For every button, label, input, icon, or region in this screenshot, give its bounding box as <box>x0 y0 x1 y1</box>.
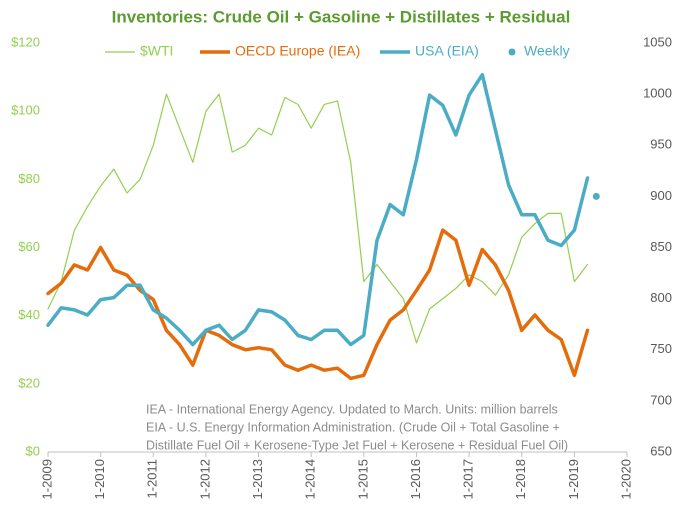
y-tick-label: $100 <box>11 103 40 118</box>
legend-label: Weekly <box>524 43 570 59</box>
x-tick-label: 1-2019 <box>566 459 581 499</box>
y2-tick-label: 650 <box>650 443 672 458</box>
y2-tick-label: 850 <box>650 239 672 254</box>
y-tick-label: $20 <box>18 375 40 390</box>
legend-label: USA (EIA) <box>415 43 479 59</box>
x-tick-label: 1-2011 <box>145 459 160 499</box>
y-tick-label: $60 <box>18 239 40 254</box>
x-tick-label: 1-2009 <box>39 459 54 499</box>
series-line <box>46 72 590 347</box>
x-tick-label: 1-2020 <box>618 459 633 499</box>
legend-label: $WTI <box>140 43 173 59</box>
y2-tick-label: 800 <box>650 290 672 305</box>
annotation: IEA - International Energy Agency. Updat… <box>146 402 558 416</box>
y2-tick-label: 900 <box>650 188 672 203</box>
x-tick-label: 1-2016 <box>408 459 423 499</box>
annotation: Distillate Fuel Oil + Kerosene-Type Jet … <box>146 438 568 452</box>
x-tick-label: 1-2018 <box>513 459 528 499</box>
x-tick-label: 1-2013 <box>250 459 265 499</box>
legend-swatch <box>508 48 516 56</box>
y2-tick-label: 950 <box>650 137 672 152</box>
annotation: EIA - U.S. Energy Information Administra… <box>146 420 560 434</box>
x-tick-label: 1-2010 <box>92 459 107 499</box>
legend-label: OECD Europe (IEA) <box>235 43 360 59</box>
y2-tick-label: 1000 <box>643 86 672 101</box>
y-tick-label: $80 <box>18 171 40 186</box>
y2-tick-label: 750 <box>650 341 672 356</box>
x-tick-label: 1-2014 <box>303 459 318 499</box>
series-line <box>47 93 589 344</box>
x-tick-label: 1-2017 <box>461 459 476 499</box>
y-tick-label: $40 <box>18 307 40 322</box>
x-tick-label: 1-2015 <box>355 459 370 499</box>
y-tick-label: $0 <box>26 443 40 458</box>
y2-tick-label: 700 <box>650 392 672 407</box>
y2-tick-label: 1050 <box>643 34 672 49</box>
chart-title: Inventories: Crude Oil + Gasoline + Dist… <box>112 7 571 26</box>
y-tick-label: $120 <box>11 34 40 49</box>
series-line <box>46 228 590 381</box>
x-tick-label: 1-2012 <box>197 459 212 499</box>
weekly-point <box>592 192 600 200</box>
